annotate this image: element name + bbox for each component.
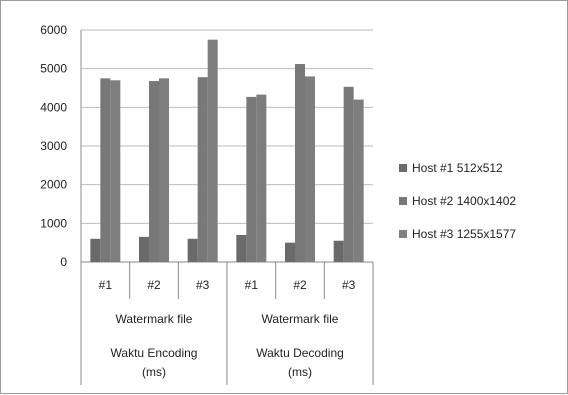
x-category-label: #1 bbox=[245, 278, 259, 292]
bar-1-3 bbox=[187, 238, 198, 262]
legend-swatch-3 bbox=[399, 230, 407, 238]
bar-2-6 bbox=[343, 86, 354, 262]
y-tick-label: 2000 bbox=[40, 178, 67, 192]
group-label-time: Waktu Decoding bbox=[256, 346, 344, 360]
bar-3-5 bbox=[305, 76, 315, 263]
bar-1-1 bbox=[90, 238, 101, 262]
group-label-time: Waktu Encoding bbox=[111, 346, 198, 360]
legend-swatch-1 bbox=[399, 164, 407, 172]
bar-1-5 bbox=[285, 242, 295, 262]
y-tick-label: 1000 bbox=[40, 216, 67, 230]
bar-3-3 bbox=[207, 39, 218, 262]
axis-layer bbox=[80, 30, 374, 385]
bar-layer bbox=[90, 39, 364, 263]
group-label-watermark: Watermark file bbox=[262, 312, 339, 326]
grid-layer bbox=[81, 29, 373, 224]
legend-swatch-2 bbox=[399, 197, 407, 205]
x-category-label: #1 bbox=[99, 278, 113, 292]
y-tick-label: 6000 bbox=[40, 23, 67, 37]
bar-2-2 bbox=[149, 81, 159, 262]
legend-label-3: Host #3 1255x1577 bbox=[412, 227, 516, 241]
group-label-watermark: Watermark file bbox=[116, 312, 193, 326]
group-label-time: (ms) bbox=[142, 365, 166, 379]
y-tick-label: 0 bbox=[60, 255, 67, 269]
legend-label-1: Host #1 512x512 bbox=[412, 161, 503, 175]
bar-2-3 bbox=[197, 77, 208, 262]
x-category-label: #3 bbox=[196, 278, 210, 292]
x-category-label: #2 bbox=[293, 278, 307, 292]
x-category-label: #2 bbox=[147, 278, 161, 292]
bar-3-4 bbox=[256, 94, 267, 262]
bar-2-1 bbox=[100, 78, 111, 262]
bar-2-5 bbox=[295, 64, 305, 262]
bar-1-6 bbox=[333, 240, 344, 262]
bar-1-4 bbox=[236, 234, 247, 262]
group-label-time: (ms) bbox=[288, 365, 312, 379]
y-tick-label: 4000 bbox=[40, 100, 67, 114]
legend: Host #1 512x512 Host #2 1400x1402 Host #3 … bbox=[399, 161, 516, 241]
bar-3-2 bbox=[159, 78, 169, 262]
bar-3-6 bbox=[353, 99, 364, 262]
legend-label-2: Host #2 1400x1402 bbox=[412, 194, 516, 208]
bar-2-4 bbox=[246, 96, 257, 262]
bar-1-2 bbox=[139, 236, 149, 262]
bar-3-1 bbox=[110, 80, 121, 263]
x-category-label: #3 bbox=[342, 278, 356, 292]
label-layer: 6000 5000 4000 3000 2000 1000 0 #1 #2 #3 #1 #2 #3 Wat… bbox=[40, 23, 355, 379]
y-tick-label: 5000 bbox=[40, 62, 67, 76]
y-tick-label: 3000 bbox=[40, 139, 67, 153]
